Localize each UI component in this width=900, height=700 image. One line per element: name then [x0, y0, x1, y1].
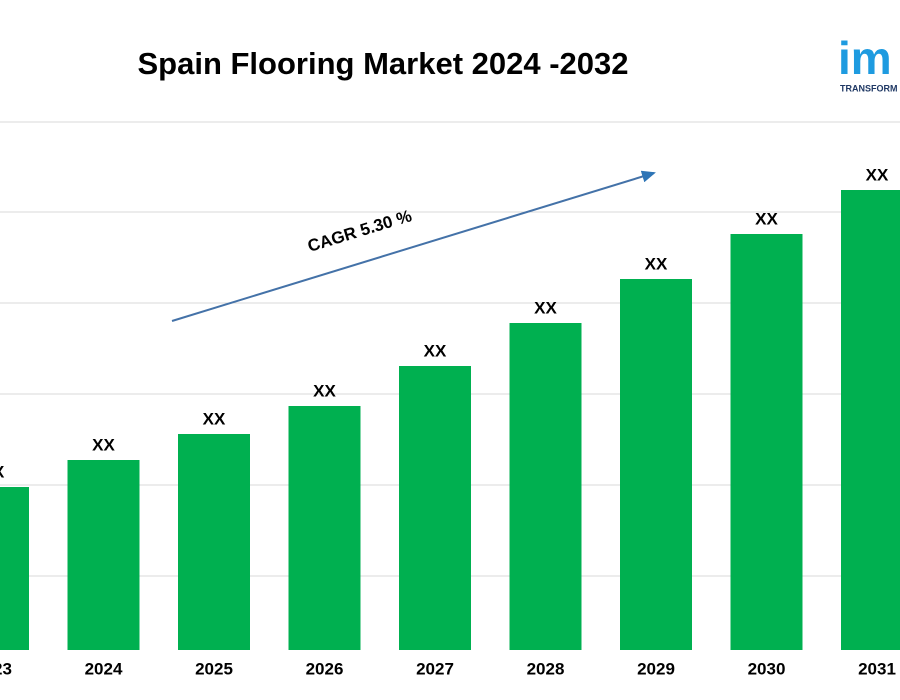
x-tick-label: 2023 [0, 659, 12, 678]
trend-arrow [171, 170, 656, 322]
value-label: XX [645, 254, 668, 273]
value-label: XX [755, 209, 778, 228]
x-tick-label: 2028 [527, 659, 565, 678]
chart-title: Spain Flooring Market 2024 -2032 [137, 46, 628, 81]
x-tick-label: 2027 [416, 659, 454, 678]
value-label: XX [203, 409, 226, 428]
logo-tagline: TRANSFORM [840, 83, 898, 93]
bar [67, 460, 140, 650]
bar [841, 190, 900, 650]
bar [730, 234, 803, 650]
value-label: XX [534, 298, 557, 317]
value-label: XX [313, 381, 336, 400]
bar [288, 406, 361, 650]
value-label: XX [92, 435, 115, 454]
x-tick-label: 2031 [858, 659, 896, 678]
x-tick-label: 2029 [637, 659, 675, 678]
bar [509, 323, 582, 650]
x-tick-label: 2030 [748, 659, 786, 678]
x-tick-label: 2025 [195, 659, 233, 678]
bar [399, 366, 471, 650]
x-tick-label: 2026 [306, 659, 344, 678]
value-label: XX [0, 462, 5, 481]
bar [178, 434, 250, 650]
logo-mark: im [838, 32, 892, 84]
bar [620, 279, 692, 650]
value-label: XX [424, 341, 447, 360]
x-tick-label: 2024 [85, 659, 123, 678]
value-label: XX [866, 165, 889, 184]
bar [0, 487, 29, 650]
